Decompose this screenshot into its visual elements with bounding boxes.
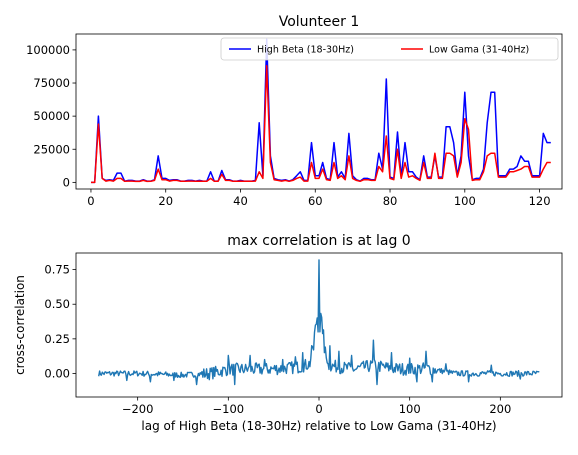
top-y-tick-label: 50000 [33,109,70,123]
bottom-y-tick-label: 0.50 [44,297,70,311]
top-title: Volunteer 1 [279,14,360,30]
bottom-x-tick-label: −100 [213,402,245,416]
bottom-y-tick-label: 0.25 [44,332,70,346]
bottom-xcorr-line [98,259,540,386]
top-x-tick-label: 120 [529,194,551,208]
bottom-x-tick-label: 0 [315,402,322,416]
top-x-tick-label: 20 [158,194,173,208]
bottom-x-tick-label: 200 [489,402,511,416]
top-x-tick-label: 80 [383,194,398,208]
bottom-y-axis-label: cross-correlation [13,275,27,375]
bottom-x-tick-label: 100 [399,402,421,416]
bottom-y-tick-label: 0.00 [44,366,70,380]
bottom-x-axis-label: lag of High Beta (18-30Hz) relative to L… [141,419,496,433]
top-x-tick-label: 100 [454,194,476,208]
bottom-title: max correlation is at lag 0 [227,233,410,249]
top-x-tick-label: 40 [233,194,248,208]
top-x-tick-label: 60 [308,194,323,208]
top-legend-label-1: High Beta (18-30Hz) [257,45,354,56]
top-x-tick-label: 0 [87,194,94,208]
bottom-x-tick-label: −200 [122,402,154,416]
top-y-tick-label: 100000 [26,43,70,57]
top-series-line-2 [91,65,551,184]
top-series-line-1 [91,38,551,184]
top-legend: High Beta (18-30Hz) Low Gama (31-40Hz) [220,37,559,61]
bottom-chart-panel: −200 −100 0 100 200 0.00 0.25 0.50 0.75 max corre… [13,233,563,433]
top-legend-box [220,37,559,61]
bottom-y-tick-label: 0.75 [44,263,70,277]
top-legend-label-2: Low Gama (31-40Hz) [429,45,529,56]
top-axes-frame [75,33,563,190]
top-y-tick-label: 25000 [33,142,70,156]
top-y-tick-label: 75000 [33,76,70,90]
top-chart-panel: 0 20 40 60 80 100 120 0 25000 50000 75000 100000 Vol… [26,14,563,208]
top-y-tick-label: 0 [63,175,70,189]
